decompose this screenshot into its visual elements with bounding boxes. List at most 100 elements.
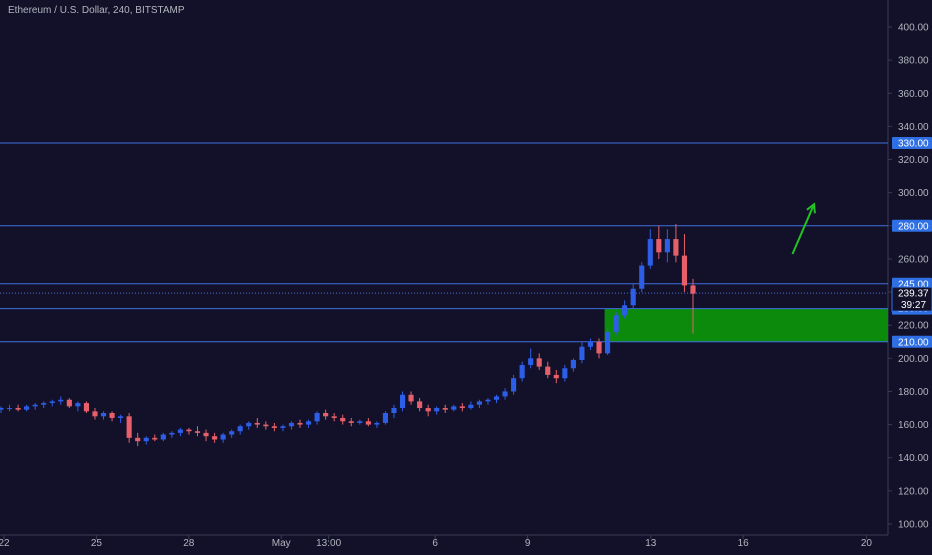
candle-body: [425, 408, 431, 412]
candle-body: [126, 416, 132, 438]
candle-body: [297, 422, 303, 425]
x-tick-label: 22: [0, 538, 10, 549]
candle-body: [203, 432, 209, 437]
candle-body: [75, 403, 81, 407]
candle-body: [434, 408, 440, 412]
candle-body: [143, 437, 149, 442]
bullish-arrow-head: [806, 202, 816, 214]
candle-body: [49, 401, 55, 404]
candle-body: [340, 417, 346, 422]
y-tick-label: 380.00: [898, 56, 929, 67]
y-tick-label: 100.00: [898, 520, 929, 531]
level-price-label: 210.00: [898, 337, 929, 348]
y-tick-label: 340.00: [898, 122, 929, 133]
candle-body: [24, 406, 30, 410]
candle-body: [109, 413, 115, 418]
candle-body: [118, 416, 124, 418]
candle-body: [613, 315, 619, 332]
candle-body: [476, 401, 482, 405]
candle-body: [579, 346, 585, 360]
level-price-label: 330.00: [898, 138, 929, 149]
candle-body: [468, 404, 474, 409]
candle-body: [664, 239, 670, 253]
candle-body: [229, 431, 235, 435]
candle-body: [374, 422, 380, 425]
candle-body: [570, 359, 576, 369]
x-tick-label: 28: [183, 538, 195, 549]
y-tick-label: 260.00: [898, 254, 929, 265]
y-tick-label: 180.00: [898, 387, 929, 398]
candle-body: [673, 239, 679, 256]
support-zone: [604, 308, 888, 342]
y-tick-label: 200.00: [898, 354, 929, 365]
candle-body: [528, 358, 534, 365]
candle-body: [331, 416, 337, 418]
candle-body: [399, 394, 406, 409]
candle-body: [83, 403, 89, 412]
candle-body: [382, 413, 389, 423]
chart-title: Ethereum / U.S. Dollar, 240, BITSTAMP: [8, 5, 185, 16]
candle-body: [348, 421, 354, 423]
level-price-tag: [892, 219, 932, 232]
x-tick-label: 20: [861, 538, 873, 549]
candle-body: [485, 399, 491, 402]
candle-body: [220, 434, 226, 440]
candle-body: [451, 406, 457, 410]
bullish-arrow-line: [791, 203, 815, 255]
candle-body: [100, 413, 107, 417]
x-tick-label: 13:00: [316, 538, 341, 549]
candle-body: [288, 422, 295, 427]
x-tick-label: 16: [738, 538, 750, 549]
candle-body: [605, 331, 611, 354]
candle-body: [357, 421, 363, 423]
level-price-tag: [892, 335, 932, 348]
candle-body: [314, 413, 320, 422]
level-price-label: 280.00: [898, 221, 929, 232]
candle-body: [502, 391, 508, 397]
x-tick-label: 13: [645, 538, 657, 549]
candle-body: [177, 429, 183, 433]
candle-body: [519, 364, 525, 379]
candle-body: [639, 265, 645, 289]
candle-body: [271, 426, 277, 428]
x-tick-label: 6: [432, 538, 438, 549]
y-tick-label: 300.00: [898, 188, 929, 199]
candle-body: [15, 408, 21, 410]
candle-body: [630, 288, 636, 306]
candle-body: [32, 404, 38, 407]
candle-body: [647, 239, 653, 266]
candle-body: [417, 401, 423, 409]
candle-body: [442, 408, 448, 410]
candle-body: [169, 432, 175, 435]
candle-body: [493, 396, 500, 400]
candle-body: [562, 368, 568, 379]
level-price-tag: [892, 136, 932, 149]
x-tick-label: 9: [525, 538, 531, 549]
candle-body: [545, 366, 551, 375]
candle-body: [66, 399, 72, 407]
candle-body: [237, 426, 243, 432]
candle-body: [323, 413, 329, 417]
candle-body: [280, 426, 286, 428]
level-price-label: 245.00: [898, 279, 929, 290]
candle-body: [263, 424, 269, 427]
candle-body: [408, 394, 414, 402]
candle-body: [212, 436, 218, 440]
x-tick-label: 25: [91, 538, 103, 549]
candle-body: [681, 255, 688, 286]
y-tick-label: 140.00: [898, 453, 929, 464]
candle-body: [0, 408, 4, 410]
y-tick-label: 120.00: [898, 486, 929, 497]
candle-body: [254, 422, 260, 425]
candle-body: [656, 239, 662, 253]
candle-body: [511, 378, 517, 392]
candle-body: [194, 431, 201, 433]
y-tick-label: 220.00: [898, 321, 929, 332]
candle-body: [459, 406, 465, 409]
candle-body: [622, 305, 628, 316]
current-price-tag: [891, 286, 932, 312]
candle-body: [41, 403, 47, 405]
candle-body: [152, 437, 158, 440]
